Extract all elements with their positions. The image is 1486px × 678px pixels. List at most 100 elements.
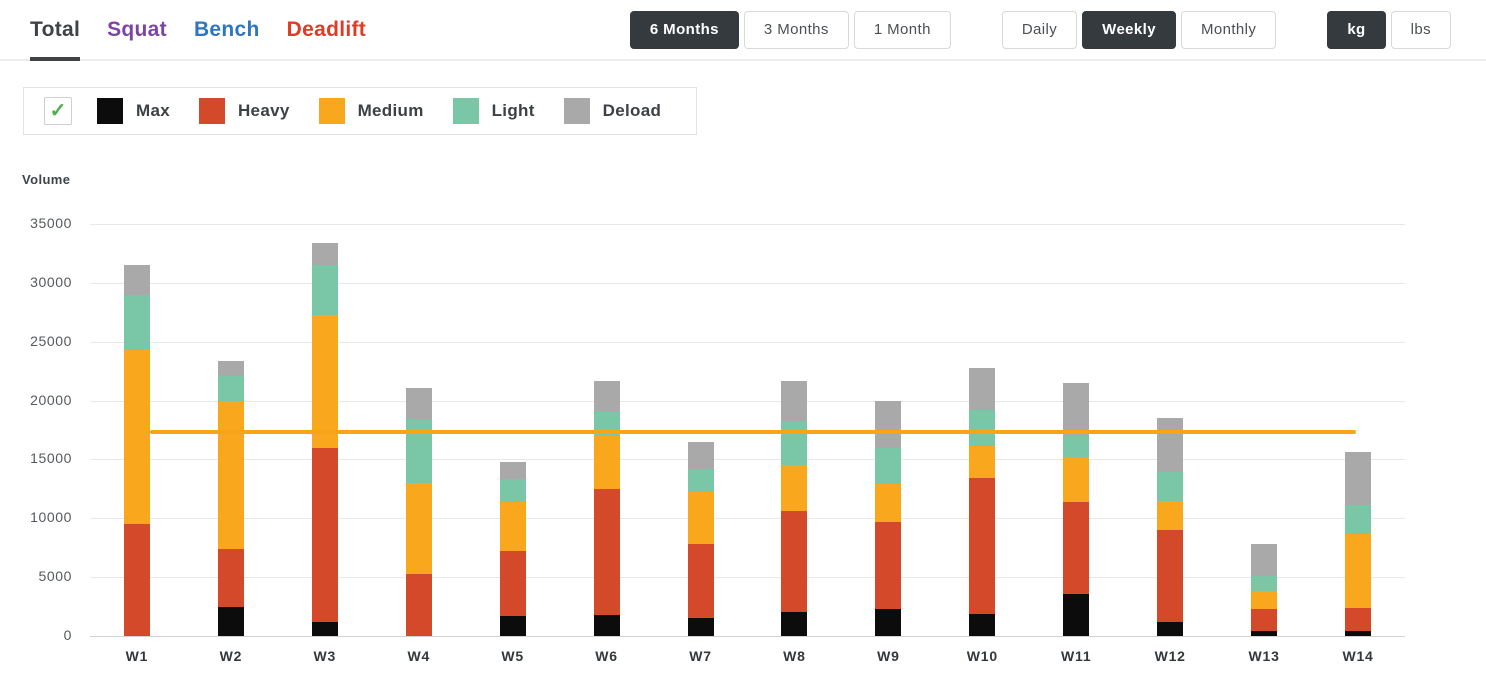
legend-item-heavy[interactable]: Heavy [198,98,290,124]
bar-w9-max[interactable] [875,608,902,636]
legend-item-deload[interactable]: Deload [563,98,661,124]
bar-w10-max[interactable] [969,613,996,636]
bar-w1-medium[interactable] [123,349,150,525]
bar-w3-light[interactable] [311,265,338,315]
y-tick-label: 35000 [30,215,72,231]
bar-w7-deload[interactable] [687,441,714,469]
bar-w12-deload[interactable] [1157,418,1184,473]
bar-w5-deload[interactable] [499,461,526,480]
x-tick-label: W6 [595,648,618,664]
bar-w13-deload[interactable] [1251,544,1278,576]
bar-w11-light[interactable] [1063,434,1090,459]
tab-deadlift[interactable]: Deadlift [286,17,367,41]
bar-w2-light[interactable] [217,375,244,401]
legend-select-all-checkbox[interactable]: ✓ [44,97,72,125]
bar-w1-light[interactable] [123,294,150,350]
x-tick-label: W12 [1154,648,1186,664]
bar-w12-light[interactable] [1157,472,1184,501]
range-group-button-1-month[interactable]: 1 Month [853,10,951,49]
bar-w9-medium[interactable] [875,484,902,522]
bar-w4-light[interactable] [405,419,432,483]
y-axis-title: Volume [22,172,71,187]
unit-group-button-kg[interactable]: kg [1327,10,1386,49]
range-group-button-6-months[interactable]: 6 Months [629,10,739,49]
bar-w2-deload[interactable] [217,360,244,376]
bar-w3-deload[interactable] [311,242,338,266]
gridline-35000 [90,224,1405,225]
bar-w4-deload[interactable] [405,387,432,420]
unit-group-button-lbs[interactable]: lbs [1390,10,1451,49]
bar-w6-medium[interactable] [593,435,620,489]
bar-w6-light[interactable] [593,412,620,436]
granularity-group-button-weekly[interactable]: Weekly [1082,10,1176,49]
range-group-button-3-months[interactable]: 3 Months [743,10,849,49]
tab-squat[interactable]: Squat [107,17,167,41]
bar-w11-medium[interactable] [1063,458,1090,502]
bar-w5-light[interactable] [499,479,526,502]
bar-w14-light[interactable] [1345,505,1372,534]
bar-w11-max[interactable] [1063,593,1090,636]
bar-w12-max[interactable] [1157,621,1184,636]
bar-w12-medium[interactable] [1157,500,1184,531]
bar-w7-max[interactable] [687,618,714,636]
bar-w9-deload[interactable] [875,400,902,448]
bar-w12-heavy[interactable] [1157,530,1184,622]
bar-w14-medium[interactable] [1345,533,1372,608]
bar-w11-deload[interactable] [1063,382,1090,435]
bar-w4-medium[interactable] [405,482,432,574]
bar-w14-deload[interactable] [1345,452,1372,506]
bar-w8-deload[interactable] [781,380,808,421]
bar-w6-deload[interactable] [593,380,620,413]
bar-w10-light[interactable] [969,409,996,447]
gridline-30000 [90,282,1405,284]
bar-w6-max[interactable] [593,614,620,636]
bar-w8-heavy[interactable] [781,511,808,613]
bar-w5-heavy[interactable] [499,551,526,616]
y-tick-label: 25000 [30,332,72,349]
bar-w10-deload[interactable] [969,367,996,410]
y-tick-label: 20000 [30,391,72,408]
bar-w13-medium[interactable] [1251,591,1278,609]
tab-total[interactable]: Total [30,0,81,61]
bar-w9-light[interactable] [875,447,902,485]
chart-tabs: Total Squat Bench Deadlift [30,0,367,61]
bar-w13-max[interactable] [1251,631,1278,636]
bar-w2-heavy[interactable] [217,548,244,607]
bar-w1-heavy[interactable] [123,524,150,636]
legend-item-medium[interactable]: Medium [318,98,424,124]
gridline-10000 [90,518,1405,520]
bar-w3-medium[interactable] [311,314,338,448]
legend-item-label: Max [136,101,170,120]
tab-bench[interactable]: Bench [193,17,260,41]
bar-w7-medium[interactable] [687,492,714,545]
volume-chart: Volume 0 5000 10000 15000 20000 25000 30000 350… [0,165,1486,678]
bar-w2-medium[interactable] [217,400,244,549]
bar-w14-max[interactable] [1345,631,1372,636]
bar-w13-heavy[interactable] [1251,608,1278,632]
bar-w11-heavy[interactable] [1063,501,1090,594]
granularity-group-button-monthly[interactable]: Monthly [1180,10,1277,49]
bar-w3-max[interactable] [311,621,338,636]
bar-w8-max[interactable] [781,612,808,636]
bar-w1-deload[interactable] [123,265,150,295]
bar-w13-light[interactable] [1251,575,1278,592]
y-tick-label: 30000 [30,273,72,290]
x-tick-label: W1 [125,648,149,664]
bar-w3-heavy[interactable] [311,447,338,622]
legend-item-max[interactable]: Max [97,98,170,124]
bar-w5-max[interactable] [499,615,526,636]
bar-w6-heavy[interactable] [593,488,620,615]
bar-w14-heavy[interactable] [1345,607,1372,632]
bar-w2-max[interactable] [217,606,244,636]
bar-w7-heavy[interactable] [687,544,714,619]
bar-w8-light[interactable] [781,420,808,466]
granularity-group-button-daily[interactable]: Daily [1001,10,1078,49]
bar-w4-heavy[interactable] [405,573,432,636]
bar-w10-medium[interactable] [969,446,996,479]
bar-w8-medium[interactable] [781,465,808,512]
bar-w7-light[interactable] [687,468,714,493]
legend-item-light[interactable]: Light [452,98,535,124]
bar-w10-heavy[interactable] [969,478,996,614]
bar-w9-heavy[interactable] [875,521,902,609]
bar-w5-medium[interactable] [499,501,526,552]
